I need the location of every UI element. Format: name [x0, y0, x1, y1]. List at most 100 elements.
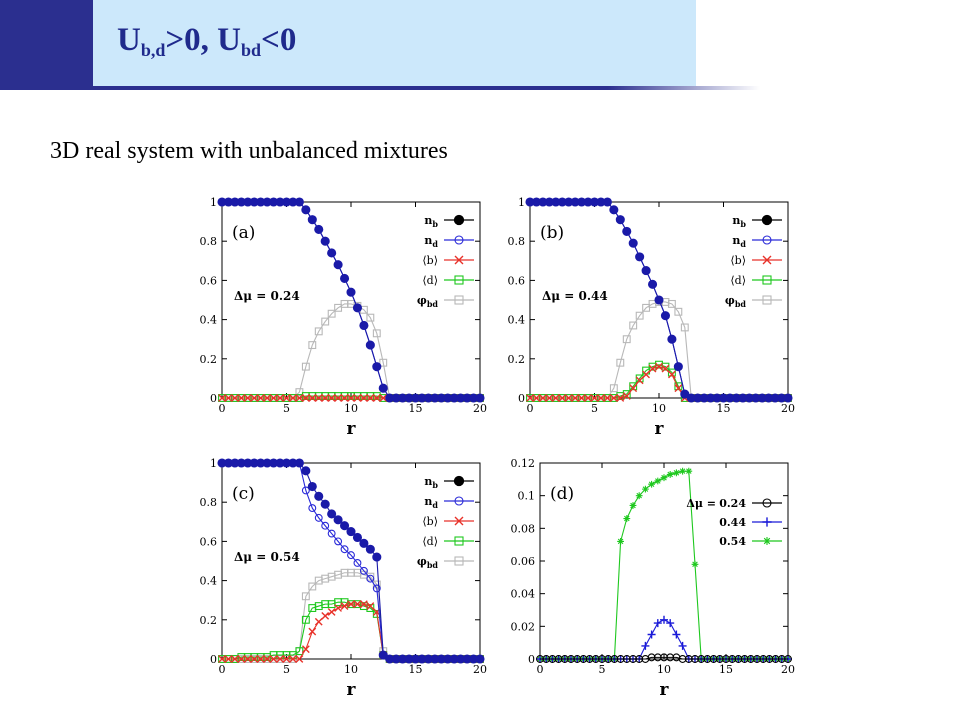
data-point — [365, 544, 375, 554]
data-point — [784, 655, 792, 663]
header-accent-block — [0, 0, 93, 90]
data-point — [617, 538, 624, 545]
data-point — [366, 574, 375, 583]
x-axis-label: r — [655, 419, 665, 439]
chart-panel-d: 0 5 10 15 20 0 0.02 0.04 0.06 0.08 0.1 0.12 r (d) Δμ =… — [511, 457, 796, 700]
data-point — [347, 551, 355, 560]
legend-swatch-marker — [454, 516, 464, 526]
data-point — [321, 611, 330, 620]
data-point — [609, 394, 618, 402]
data-point — [365, 340, 375, 350]
data-point — [359, 566, 368, 575]
panel-label: (a) — [232, 223, 255, 243]
data-point — [647, 630, 656, 639]
data-point — [334, 604, 342, 612]
y-tick-label: 0.6 — [200, 274, 218, 287]
data-point — [584, 394, 592, 402]
data-point — [308, 394, 317, 402]
data-point — [301, 592, 310, 601]
data-point — [697, 655, 706, 663]
data-point — [740, 655, 749, 663]
panel-label: (c) — [232, 484, 255, 504]
data-point — [685, 467, 693, 475]
legend: nb nd ⟨b⟩ ⟨d⟩ φbd — [725, 214, 782, 309]
delta-mu-annotation: Δμ = 0.54 — [234, 550, 300, 564]
data-point — [641, 266, 651, 276]
data-point — [360, 394, 368, 402]
data-point — [604, 655, 613, 663]
panel-label: (b) — [540, 223, 564, 243]
data-point — [359, 538, 369, 548]
data-point — [573, 655, 582, 663]
data-point — [635, 492, 643, 500]
data-point — [616, 394, 625, 402]
chart-panel-c: 0 5 10 15 20 0 0.2 0.4 0.6 0.8 1 r (c) nb nd ⟨b⟩ ⟨d⟩ φbd Δ… — [200, 457, 488, 700]
x-axis-label: r — [347, 419, 357, 439]
data-point — [314, 513, 323, 522]
data-point — [667, 368, 676, 377]
legend-label: 0.54 — [719, 535, 746, 548]
chart-panel-b: 0 5 10 15 20 0 0.2 0.4 0.6 0.8 1 r (b) nb nd ⟨b⟩ ⟨d⟩ φbd Δ… — [508, 196, 796, 439]
y-tick-label: 0.6 — [200, 535, 218, 548]
data-point — [314, 224, 324, 234]
y-tick-label: 0 — [210, 392, 217, 405]
data-point — [597, 394, 605, 402]
series-nb — [217, 458, 485, 664]
data-point — [301, 362, 310, 371]
x-tick-label: 15 — [409, 663, 423, 676]
data-point — [327, 509, 337, 519]
data-point — [327, 309, 336, 318]
y-tick-label: 0.2 — [508, 353, 526, 366]
data-point — [668, 370, 676, 379]
data-point — [301, 466, 311, 476]
legend-swatch-marker — [454, 275, 464, 285]
y-tick-label: 0.8 — [200, 496, 218, 509]
data-point — [602, 197, 612, 207]
data-point — [672, 630, 681, 639]
data-point — [347, 600, 355, 609]
data-point — [308, 582, 317, 591]
data-point — [353, 600, 362, 609]
data-point — [771, 655, 780, 663]
data-point — [250, 394, 259, 402]
data-point — [635, 655, 644, 663]
y-tick-label: 0.02 — [511, 620, 536, 633]
data-point — [256, 655, 265, 663]
legend-label: nb — [424, 475, 438, 490]
legend-label: nd — [424, 234, 438, 249]
data-point — [532, 394, 541, 402]
data-point — [654, 477, 662, 485]
legend-label: ⟨d⟩ — [422, 535, 438, 548]
data-point — [366, 394, 375, 402]
data-point — [295, 655, 304, 663]
data-point — [314, 327, 323, 336]
data-point — [526, 394, 534, 402]
legend-label: ⟨d⟩ — [422, 274, 438, 287]
legend-label: nb — [732, 214, 746, 229]
data-point — [666, 619, 675, 628]
data-point — [295, 394, 304, 402]
legend-swatch-marker — [762, 255, 772, 265]
data-point — [660, 653, 668, 662]
x-tick-label: 20 — [473, 663, 487, 676]
data-point — [590, 394, 599, 402]
y-tick-label: 0.4 — [508, 314, 526, 327]
data-point — [263, 394, 272, 402]
data-point — [674, 307, 683, 316]
data-point — [765, 655, 774, 663]
data-point — [622, 655, 631, 663]
data-point — [728, 655, 737, 663]
x-tick-label: 0 — [537, 663, 544, 676]
data-point — [308, 341, 317, 350]
data-point — [691, 655, 699, 663]
data-point — [673, 469, 680, 477]
data-point — [339, 521, 350, 531]
data-point — [647, 279, 658, 289]
title-rule — [0, 86, 760, 90]
series-d024 — [536, 653, 792, 663]
y-tick-label: 0 — [210, 653, 217, 666]
data-point — [340, 394, 349, 402]
data-point — [629, 384, 638, 393]
data-point — [327, 248, 337, 258]
x-tick-label: 5 — [283, 663, 290, 676]
